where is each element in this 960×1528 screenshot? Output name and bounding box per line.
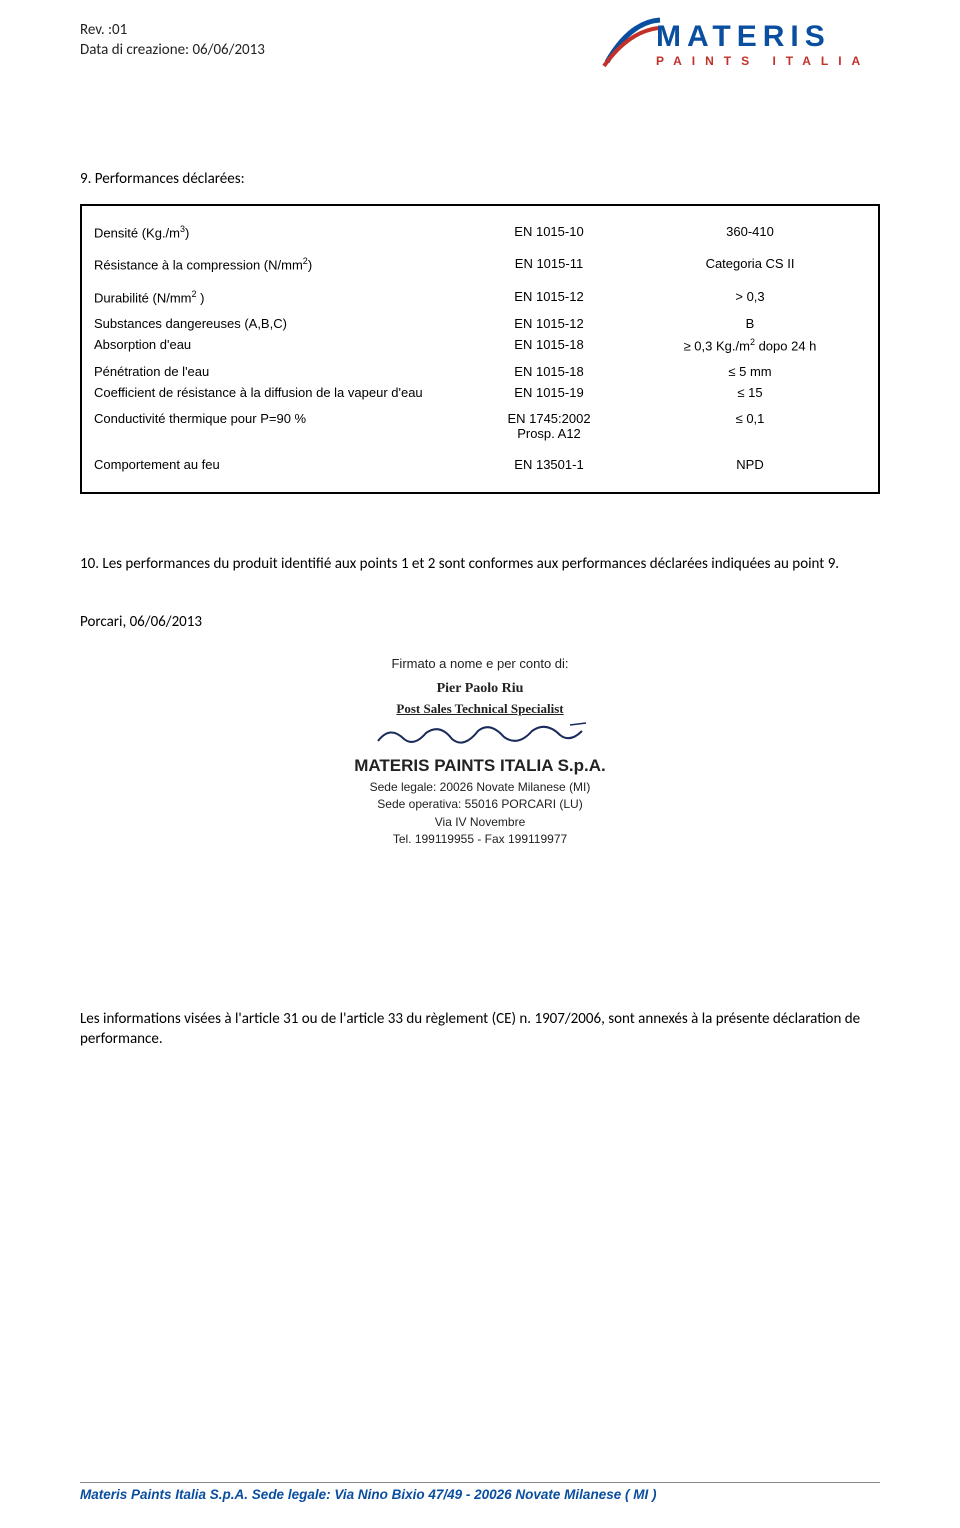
row-label: Substances dangereuses (A,B,C) bbox=[94, 316, 464, 331]
table-row: Absorption d'eauEN 1015-18≥ 0,3 Kg./m2 d… bbox=[94, 334, 866, 356]
table-row: Densité (Kg./m3)EN 1015-10360-410 bbox=[94, 216, 866, 248]
logo-main-text: MATERIS bbox=[656, 20, 831, 54]
row-standard: EN 1015-12 bbox=[464, 316, 634, 331]
row-standard: EN 1015-10 bbox=[464, 224, 634, 239]
row-label: Durabilité (N/mm2 ) bbox=[94, 289, 464, 305]
row-standard: EN 1015-18 bbox=[464, 364, 634, 379]
section10-text: 10. Les performances du produit identifi… bbox=[80, 554, 880, 574]
row-standard: EN 1015-19 bbox=[464, 385, 634, 400]
row-value: > 0,3 bbox=[634, 289, 866, 304]
row-standard: EN 1015-18 bbox=[464, 337, 634, 352]
row-label: Pénétration de l'eau bbox=[94, 364, 464, 379]
row-value: ≥ 0,3 Kg./m2 dopo 24 h bbox=[634, 337, 866, 353]
signature-addr1: Sede legale: 20026 Novate Milanese (MI) bbox=[300, 779, 660, 796]
row-value: Categoria CS II bbox=[634, 256, 866, 271]
header-left: Rev. :01 Data di creazione: 06/06/2013 bbox=[80, 20, 265, 61]
signature-addr3: Via IV Novembre bbox=[300, 814, 660, 831]
signature-title: Post Sales Technical Specialist bbox=[300, 700, 660, 719]
table-row: Conductivité thermique pour P=90 %EN 174… bbox=[94, 403, 866, 449]
table-row: Substances dangereuses (A,B,C)EN 1015-12… bbox=[94, 313, 866, 334]
row-value: ≤ 15 bbox=[634, 385, 866, 400]
row-standard: EN 1745:2002Prosp. A12 bbox=[464, 411, 634, 441]
page-footer: Materis Paints Italia S.p.A. Sede legale… bbox=[80, 1482, 880, 1502]
signature-addr2: Sede operativa: 55016 PORCARI (LU) bbox=[300, 796, 660, 813]
footnote-text: Les informations visées à l'article 31 o… bbox=[80, 1009, 880, 1050]
revision-line: Rev. :01 bbox=[80, 20, 265, 40]
signature-name: Pier Paolo Riu bbox=[300, 679, 660, 699]
row-label: Absorption d'eau bbox=[94, 337, 464, 352]
signature-company: MATERIS PAINTS ITALIA S.p.A. bbox=[300, 754, 660, 779]
table-row: Coefficient de résistance à la diffusion… bbox=[94, 382, 866, 403]
sign-date: Porcari, 06/06/2013 bbox=[80, 613, 880, 631]
row-value: ≤ 0,1 bbox=[634, 411, 866, 426]
signature-tel: Tel. 199119955 - Fax 199119977 bbox=[300, 831, 660, 848]
row-label: Coefficient de résistance à la diffusion… bbox=[94, 385, 464, 400]
table-row: Pénétration de l'eauEN 1015-18≤ 5 mm bbox=[94, 356, 866, 382]
signature-scrawl-icon bbox=[370, 719, 590, 753]
signature-block: Firmato a nome e per conto di: Pier Paol… bbox=[300, 655, 660, 849]
row-standard: EN 13501-1 bbox=[464, 457, 634, 472]
logo-swoosh-icon bbox=[602, 14, 662, 74]
row-label: Densité (Kg./m3) bbox=[94, 224, 464, 240]
company-logo: MATERIS PAINTS ITALIA bbox=[620, 20, 880, 80]
row-standard: EN 1015-12 bbox=[464, 289, 634, 304]
row-label: Résistance à la compression (N/mm2) bbox=[94, 256, 464, 272]
creation-date-line: Data di creazione: 06/06/2013 bbox=[80, 40, 265, 60]
row-label: Conductivité thermique pour P=90 % bbox=[94, 411, 464, 426]
table-row: Résistance à la compression (N/mm2)EN 10… bbox=[94, 248, 866, 280]
table-row: Durabilité (N/mm2 )EN 1015-12> 0,3 bbox=[94, 281, 866, 313]
page-header: Rev. :01 Data di creazione: 06/06/2013 M… bbox=[0, 0, 960, 80]
row-standard: EN 1015-11 bbox=[464, 256, 634, 271]
row-value: ≤ 5 mm bbox=[634, 364, 866, 379]
row-value: B bbox=[634, 316, 866, 331]
performance-table: Densité (Kg./m3)EN 1015-10360-410Résista… bbox=[80, 204, 880, 494]
row-value: NPD bbox=[634, 457, 866, 472]
row-label: Comportement au feu bbox=[94, 457, 464, 472]
signature-intro: Firmato a nome e per conto di: bbox=[300, 655, 660, 674]
row-value: 360-410 bbox=[634, 224, 866, 239]
logo-sub-text: PAINTS ITALIA bbox=[656, 54, 870, 68]
table-row: Comportement au feuEN 13501-1NPD bbox=[94, 449, 866, 480]
main-content: 9. Performances déclarées: Densité (Kg./… bbox=[0, 80, 960, 1049]
section9-title: 9. Performances déclarées: bbox=[80, 170, 880, 188]
